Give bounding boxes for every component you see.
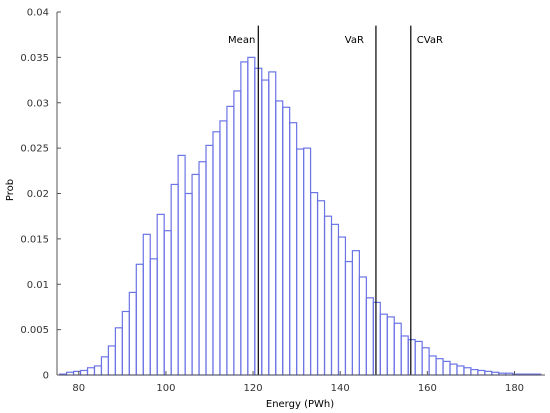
histogram-bar [303, 147, 312, 376]
histogram-bar [100, 356, 110, 376]
histogram-bar [233, 90, 242, 376]
y-tick-label: 0.005 [20, 325, 49, 336]
histogram-bar [93, 365, 103, 376]
histogram-bar [337, 236, 347, 376]
histogram-bar [114, 327, 123, 376]
x-tick-label: 120 [244, 383, 263, 394]
histogram-bar [198, 161, 207, 376]
histogram-bar [435, 358, 444, 376]
histogram-bars [59, 56, 542, 376]
histogram-bar [414, 340, 423, 376]
histogram-bar [121, 310, 130, 376]
histogram-bar [393, 322, 402, 376]
histogram-bar [79, 369, 89, 376]
histogram-bar [309, 191, 319, 376]
histogram-bar [72, 370, 82, 376]
histogram-bar [107, 345, 116, 376]
reference-label-mean: Mean [228, 35, 255, 46]
histogram-bar [442, 360, 451, 376]
y-tick-label: 0.01 [27, 280, 49, 291]
histogram-bar [365, 297, 374, 376]
x-tick-label: 100 [156, 383, 175, 394]
histogram-bar [400, 335, 409, 376]
x-axis-label: Energy (PWh) [266, 399, 334, 410]
histogram-bar [135, 263, 144, 376]
histogram-bar [484, 370, 493, 376]
reference-label-var: VaR [345, 35, 364, 46]
histogram-bar [128, 291, 137, 376]
histogram-bar [407, 339, 416, 376]
histogram-bar [86, 367, 96, 376]
histogram-bar [421, 347, 430, 376]
histogram-bar [156, 213, 165, 376]
histogram-bar [170, 183, 179, 376]
histogram-bar [449, 363, 458, 376]
histogram-bar [323, 215, 333, 376]
histogram-bar [428, 355, 437, 376]
histogram-bar [219, 120, 228, 376]
y-tick-label: 0.025 [20, 144, 49, 155]
y-axis-label: Prob [5, 179, 16, 201]
histogram-bar [177, 154, 186, 376]
histogram-bar [358, 276, 367, 376]
x-tick-label: 160 [418, 383, 437, 394]
reference-label-cvar: CVaR [417, 35, 443, 46]
axes: 0 0.005 0.01 0.015 0.02 0.025 0.03 0.035 0.04 80 1… [20, 8, 545, 394]
y-tick-label: 0.03 [27, 98, 49, 109]
reference-lines: Mean VaR CVaR [228, 25, 443, 375]
histogram-bar [261, 79, 270, 376]
histogram-bar [149, 258, 158, 376]
histogram-bar [282, 106, 291, 376]
histogram-bar [163, 230, 172, 376]
histogram-bar [268, 71, 277, 376]
histogram-bar [477, 369, 486, 376]
histogram-bar [456, 365, 465, 376]
x-tick-label: 140 [331, 383, 350, 394]
y-tick-label: 0.02 [27, 189, 49, 200]
histogram-bar [212, 131, 221, 376]
histogram-bar [372, 301, 381, 376]
histogram-bar [205, 144, 214, 376]
histogram-bar [296, 148, 305, 376]
histogram-bar [344, 260, 354, 376]
histogram-bar [316, 200, 326, 376]
histogram-bar [463, 367, 472, 376]
y-tick-label: 0.035 [20, 53, 49, 64]
histogram-bar [191, 173, 200, 376]
x-tick-label: 180 [505, 383, 524, 394]
y-tick-label: 0.04 [27, 8, 49, 19]
histogram-bar [330, 223, 340, 376]
histogram-bar [470, 368, 479, 376]
y-tick-label: 0 [43, 371, 49, 382]
histogram-bar [247, 56, 256, 376]
histogram-bar [351, 250, 360, 376]
histogram-bar [289, 122, 298, 376]
histogram-bar [184, 192, 193, 376]
y-tick-label: 0.015 [20, 234, 49, 245]
histogram-bar [386, 316, 395, 376]
histogram-bar [226, 105, 235, 376]
histogram-bar [379, 313, 388, 376]
x-tick-label: 80 [72, 383, 85, 394]
histogram-bar [275, 100, 284, 376]
histogram-bar [142, 233, 151, 376]
histogram-bar [240, 61, 249, 376]
